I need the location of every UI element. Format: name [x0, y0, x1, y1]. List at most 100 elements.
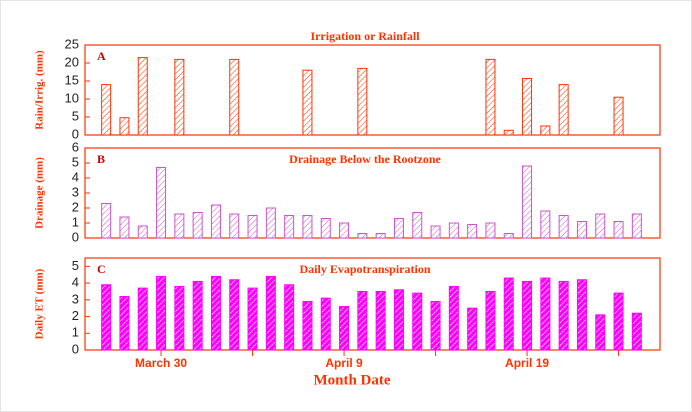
panel-title: Irrigation or Rainfall: [310, 29, 420, 43]
y-tick-label: 2: [72, 308, 79, 323]
bar: [247, 215, 258, 239]
bar: [613, 96, 624, 136]
bar: [558, 84, 569, 136]
bar: [101, 84, 112, 136]
bar: [137, 57, 148, 136]
bar: [393, 218, 404, 239]
panel-label: A: [97, 49, 106, 63]
bar: [174, 285, 185, 351]
y-tick-label: 0: [72, 229, 79, 244]
bar: [339, 222, 350, 239]
bar: [229, 213, 240, 239]
bar: [210, 275, 221, 351]
bar: [485, 290, 496, 351]
panel-title: Drainage Below the Rootzone: [289, 152, 441, 166]
bar: [119, 117, 130, 136]
bar: [174, 58, 185, 136]
bar: [467, 307, 478, 351]
bar: [156, 167, 167, 239]
bar: [210, 204, 221, 239]
bar: [558, 215, 569, 239]
bar: [558, 280, 569, 351]
bar: [247, 287, 258, 351]
bar: [174, 213, 185, 239]
bar: [503, 277, 514, 351]
y-tick-label: 4: [72, 169, 79, 184]
y-tick-label: 15: [65, 72, 79, 87]
bar: [412, 212, 423, 239]
y-tick-label: 1: [72, 325, 79, 340]
y-tick-label: 2: [72, 199, 79, 214]
bar: [339, 306, 350, 351]
plot-frame: [84, 44, 661, 136]
bar: [522, 77, 533, 136]
panel-label: C: [97, 262, 106, 276]
bar: [101, 284, 112, 351]
y-axis-label: Rain/Irrig. (mm): [34, 50, 46, 130]
bar: [119, 216, 130, 239]
panel-title: Daily Evapotranspiration: [299, 262, 430, 276]
y-tick-label: 20: [65, 54, 79, 69]
panel-label: B: [97, 152, 105, 166]
bar: [485, 222, 496, 239]
bar: [357, 67, 368, 136]
x-axis-label: Month Date: [313, 372, 390, 388]
bar: [595, 213, 606, 239]
y-tick-label: 10: [65, 90, 79, 105]
y-tick-label: 5: [72, 258, 79, 273]
bar: [613, 221, 624, 239]
bar: [229, 279, 240, 351]
bar: [485, 58, 496, 136]
bar: [540, 210, 551, 239]
bar: [448, 285, 459, 351]
bar: [375, 290, 386, 351]
x-tick-label: April 9: [325, 356, 363, 370]
bar: [430, 300, 441, 351]
bar: [448, 222, 459, 239]
bar: [137, 225, 148, 239]
bar: [522, 280, 533, 351]
bar: [320, 218, 331, 239]
y-tick-label: 5: [72, 154, 79, 169]
bar: [503, 233, 514, 239]
bar: [393, 289, 404, 351]
bar: [284, 215, 295, 239]
bar: [467, 224, 478, 239]
y-tick-label: 3: [72, 291, 79, 306]
bar: [631, 312, 642, 351]
x-tick-label: March 30: [135, 356, 187, 370]
y-tick-label: 1: [72, 214, 79, 229]
y-axis-label: Daily ET (mm): [34, 268, 46, 339]
bar: [229, 58, 240, 136]
bar: [375, 233, 386, 239]
x-tick-label: April 19: [505, 356, 549, 370]
bar: [284, 284, 295, 351]
y-axis-label: Drainage (mm): [34, 157, 46, 229]
bar: [119, 295, 130, 351]
bar: [430, 225, 441, 239]
bar: [631, 213, 642, 239]
y-tick-label: 4: [72, 275, 79, 290]
bar: [192, 280, 203, 351]
bar: [265, 275, 276, 351]
y-tick-label: 5: [72, 108, 79, 123]
bar: [357, 290, 368, 351]
y-tick-label: 25: [65, 36, 79, 51]
bar: [540, 277, 551, 351]
plot-frame: [84, 257, 661, 351]
bar: [576, 221, 587, 239]
bar: [522, 165, 533, 239]
bar: [101, 203, 112, 239]
y-tick-label: 6: [72, 139, 79, 154]
bar: [412, 292, 423, 351]
bar: [137, 287, 148, 351]
bar: [613, 292, 624, 351]
bar: [302, 215, 313, 239]
bar: [156, 275, 167, 351]
bar: [357, 233, 368, 239]
bar: [265, 207, 276, 239]
y-tick-label: 0: [72, 341, 79, 356]
bar: [192, 212, 203, 239]
bar: [503, 129, 514, 136]
